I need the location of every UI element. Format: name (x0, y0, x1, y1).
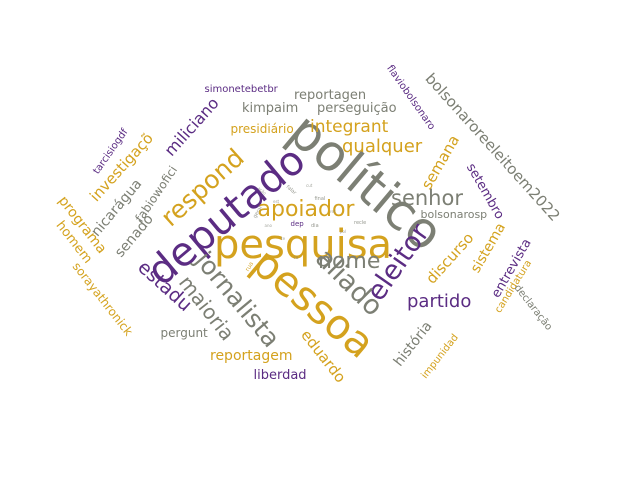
word-56: te (281, 236, 286, 241)
word-1: pesquisa (214, 222, 393, 268)
word-34: simonetebetbr (204, 84, 278, 95)
word-53: ano (264, 223, 272, 228)
word-41: pergunt (160, 326, 208, 340)
word-36: kimpaim (242, 100, 299, 116)
word-59: ret (330, 209, 336, 214)
word-55: cut (306, 183, 313, 188)
word-23: reportagem (210, 348, 293, 364)
word-10: senhor (391, 185, 463, 210)
word-42: liberdad (253, 367, 307, 383)
word-21: sistema (467, 220, 509, 276)
word-60: ca (293, 255, 299, 260)
word-57: pol (340, 229, 347, 234)
word-13: partido (407, 291, 472, 312)
word-50: dia (311, 222, 319, 229)
word-58: est (273, 199, 280, 204)
word-46: dep (290, 219, 304, 228)
word-38: presidiário (230, 122, 294, 136)
word-14: qualquer (342, 136, 423, 157)
word-9: nome (318, 249, 381, 274)
word-51: recle (354, 219, 367, 226)
word-8: apoiador (257, 197, 355, 222)
word-45: declaração (511, 282, 554, 333)
word-47: final (314, 195, 326, 202)
word-40: bolsonarosp (420, 207, 488, 221)
word-31: sorayathronick (69, 259, 136, 339)
word-37: perseguição (317, 100, 397, 116)
word-17: miliciano (160, 93, 223, 160)
word-19: semana (417, 131, 464, 193)
word-15: integrant (310, 116, 389, 137)
word-35: reportagen (294, 87, 367, 103)
